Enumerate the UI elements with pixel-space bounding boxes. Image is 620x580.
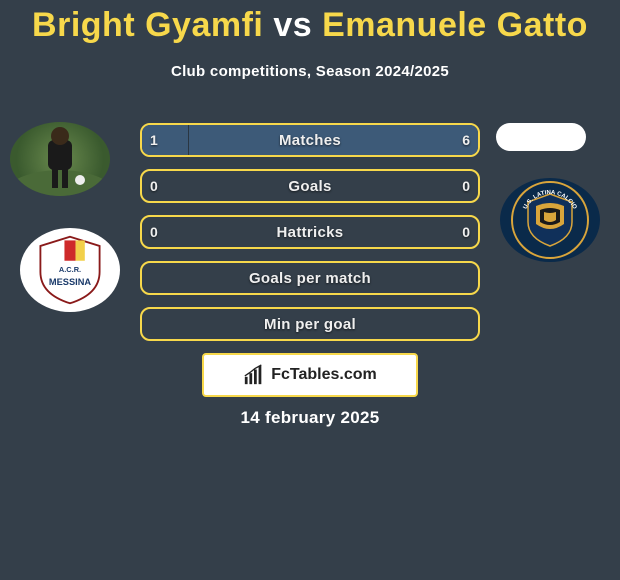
stat-row-min-per-goal: Min per goal [140,307,480,341]
comparison-arena: A.C.R. MESSINA U.S. LATINA CALCIO Matche… [0,115,620,375]
player1-club-badge: A.C.R. MESSINA [20,228,120,312]
chart-icon [243,364,265,386]
stat-label: Min per goal [142,309,478,339]
stat-value-right: 0 [442,171,470,201]
stat-row-goals: Goals0 0 [140,169,480,203]
player1-avatar [10,122,110,196]
stat-value-left: 1 [150,125,178,155]
club1-badge-bottom: MESSINA [49,277,91,287]
player2-club-badge: U.S. LATINA CALCIO [500,178,600,262]
stat-value-left: 0 [150,217,178,247]
stat-label: Goals per match [142,263,478,293]
stat-label: Goals [142,171,478,201]
brand-box: FcTables.com [202,353,418,397]
page-title: Bright Gyamfi vs Emanuele Gatto [0,0,620,45]
title-player1: Bright Gyamfi [32,6,263,44]
brand-text: FcTables.com [271,366,377,384]
player2-avatar [496,123,586,151]
stat-row-matches: Matches1 6 [140,123,480,157]
stat-row-hattricks: Hattricks0 0 [140,215,480,249]
title-player2: Emanuele Gatto [322,6,588,44]
stat-label: Matches [142,125,478,155]
stat-value-left: 0 [150,171,178,201]
stat-row-goals-per-match: Goals per match [140,261,480,295]
stat-value-right: 0 [442,217,470,247]
stat-label: Hattricks [142,217,478,247]
stat-value-right: 6 [442,125,470,155]
title-vs: vs [273,6,312,44]
subtitle: Club competitions, Season 2024/2025 [0,63,620,80]
date-text: 14 february 2025 [0,408,620,428]
club1-badge-top: A.C.R. [59,265,81,274]
